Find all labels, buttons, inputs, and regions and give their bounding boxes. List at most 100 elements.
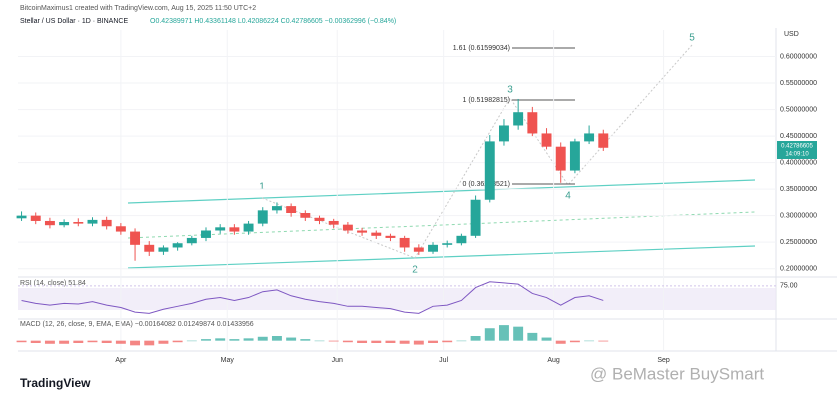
- macd-bar: [115, 340, 126, 344]
- y-tick-label: 75.00: [780, 283, 798, 290]
- countdown-label: 14:09:10: [785, 152, 809, 158]
- x-tick-label: Jun: [332, 357, 343, 364]
- y-tick-label: 0.35000000: [780, 186, 817, 193]
- wave-label: 3: [507, 85, 513, 96]
- logo: TradingView: [20, 376, 91, 390]
- candle-body: [357, 230, 368, 233]
- candle-body: [172, 243, 183, 248]
- macd-bar: [584, 340, 595, 342]
- candle-body: [144, 244, 155, 252]
- candle-body: [456, 235, 467, 244]
- macd-bar: [101, 340, 112, 343]
- macd-bar: [569, 340, 580, 343]
- candle-body: [115, 226, 126, 232]
- macd-bar: [456, 340, 467, 342]
- watermark: @ BeMaster BuySmart: [590, 364, 764, 383]
- candle-body: [399, 237, 410, 248]
- macd-bar: [470, 336, 481, 341]
- candle-body: [286, 206, 297, 213]
- macd-bar: [484, 328, 495, 341]
- y-tick-label: 0.30000000: [780, 212, 817, 219]
- candle-body: [130, 231, 141, 245]
- macd-bar: [30, 340, 41, 343]
- macd-bar: [16, 340, 27, 343]
- macd-bar: [314, 340, 325, 342]
- candle-body: [371, 232, 382, 236]
- y-tick-label: 0.50000000: [780, 106, 817, 113]
- y-tick-label: 0.60000000: [780, 53, 817, 60]
- candle-body: [243, 223, 254, 232]
- y-tick-label: 0.20000000: [780, 266, 817, 273]
- macd-bar: [385, 340, 396, 343]
- x-tick-label: Sep: [657, 357, 670, 364]
- chart-title: Stellar / US Dollar · 1D · BINANCE: [20, 18, 128, 25]
- macd-bar: [498, 325, 509, 341]
- candle-body: [584, 133, 595, 142]
- candle-body: [569, 141, 580, 171]
- candle-body: [215, 227, 226, 231]
- rsi-line: [21, 281, 604, 314]
- ohlc-readout: O0.42389971 H0.43361148 L0.42086224 C0.4…: [150, 18, 396, 25]
- macd-bar: [442, 340, 453, 343]
- macd-bar: [428, 340, 438, 343]
- fib-label: 1.61 (0.61599034): [453, 45, 510, 52]
- x-tick-label: Apr: [115, 357, 127, 364]
- candle-body: [470, 199, 481, 236]
- candle-body: [158, 247, 169, 252]
- channel-lower: [127, 245, 756, 269]
- candle-body: [73, 222, 84, 224]
- macd-bar: [513, 326, 524, 341]
- candle-body: [513, 112, 524, 126]
- macd-bar: [357, 340, 368, 343]
- y-tick-label: 0.55000000: [780, 80, 817, 87]
- macd-bar: [186, 340, 197, 342]
- wave-label: 2: [412, 265, 418, 276]
- candle-body: [428, 244, 438, 252]
- candle-body: [527, 112, 538, 134]
- macd-bar: [257, 336, 268, 341]
- channel-middle: [127, 211, 756, 239]
- macd-bar: [286, 337, 297, 341]
- macd-bar: [413, 340, 424, 345]
- macd-bar: [342, 340, 353, 343]
- macd-bar: [59, 340, 70, 344]
- y-tick-label: 0.25000000: [780, 239, 817, 246]
- candle-body: [101, 219, 112, 227]
- channel-upper: [127, 179, 756, 204]
- macd-bar: [158, 340, 169, 344]
- macd-title: MACD (12, 26, close, 9, EMA, EMA) −0.001…: [20, 321, 254, 328]
- rsi-title: RSI (14, close) 51.84: [20, 280, 86, 287]
- candle-body: [385, 235, 396, 238]
- candle-body: [413, 247, 424, 252]
- candle-body: [229, 227, 240, 232]
- x-tick-label: Jul: [439, 357, 448, 364]
- candle-body: [442, 243, 453, 245]
- macd-bar: [172, 340, 183, 343]
- macd-bar: [215, 338, 226, 341]
- macd-bar: [541, 337, 552, 341]
- candle-body: [16, 215, 27, 219]
- candle-body: [498, 125, 509, 142]
- macd-bar: [229, 339, 240, 341]
- candle-body: [300, 213, 311, 218]
- macd-bar: [300, 339, 311, 341]
- macd-bar: [328, 340, 339, 342]
- macd-bar: [130, 340, 141, 346]
- macd-bar: [598, 340, 609, 342]
- unit-label: USD: [784, 31, 799, 38]
- x-tick-label: May: [221, 357, 235, 364]
- candle-body: [59, 222, 70, 226]
- rsi-band: [18, 288, 776, 310]
- macd-bar: [271, 336, 282, 341]
- macd-bar: [44, 340, 55, 344]
- macd-bar: [527, 332, 538, 341]
- candle-body: [555, 146, 566, 171]
- macd-bar: [73, 340, 84, 343]
- candle-body: [484, 141, 495, 200]
- y-tick-label: 0.45000000: [780, 133, 817, 140]
- candle-body: [328, 220, 339, 225]
- candle-body: [271, 206, 282, 211]
- candle-body: [598, 133, 609, 148]
